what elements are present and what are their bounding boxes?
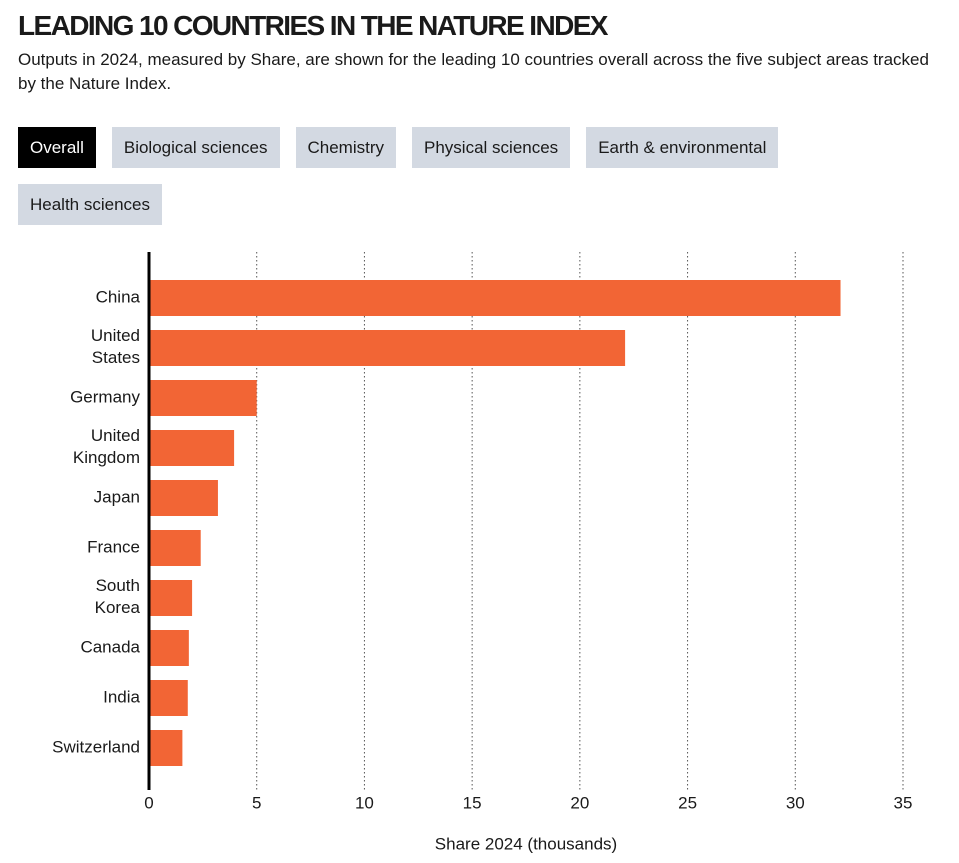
label-line: United xyxy=(91,426,140,445)
bar xyxy=(149,530,201,566)
tab-bar: Overall Biological sciences Chemistry Physi… xyxy=(18,127,918,225)
x-tick-label: 0 xyxy=(144,793,153,812)
x-tick-label: 30 xyxy=(786,793,805,812)
x-tick-label: 25 xyxy=(678,793,697,812)
tab[interactable]: Earth & environmental xyxy=(586,127,779,168)
y-tick-label: Germany xyxy=(70,387,140,406)
y-tick-label: Switzerland xyxy=(52,737,140,756)
subtitle: Outputs in 2024, measured by Share, are … xyxy=(18,50,929,93)
label-line: States xyxy=(92,348,140,367)
y-tick-label: United Kingdom xyxy=(73,426,140,467)
x-tick-label: 10 xyxy=(355,793,374,812)
bar xyxy=(149,330,626,366)
bar xyxy=(149,480,218,516)
tab[interactable]: Overall xyxy=(18,127,96,168)
tab[interactable]: Health sciences xyxy=(18,184,163,225)
label-line: Korea xyxy=(95,598,141,617)
bar xyxy=(149,380,257,416)
tab[interactable]: Physical sciences xyxy=(412,127,571,168)
bar xyxy=(149,630,189,666)
y-tick-label: South Korea xyxy=(95,576,141,617)
bar xyxy=(149,680,188,716)
x-tick-label: 5 xyxy=(252,793,261,812)
x-tick-label: 35 xyxy=(894,793,913,812)
bar xyxy=(149,580,193,616)
tab[interactable]: Chemistry xyxy=(295,127,397,168)
x-tick-label: 15 xyxy=(463,793,482,812)
x-axis-label: Share 2024 (thousands) xyxy=(435,834,617,853)
bar xyxy=(149,430,235,466)
y-tick-label: India xyxy=(103,687,140,706)
label-line: South xyxy=(96,576,140,595)
y-tick-label: Canada xyxy=(80,637,140,656)
y-tick-label: Japan xyxy=(94,487,140,506)
y-tick-label: United States xyxy=(91,326,140,367)
bar xyxy=(149,280,841,316)
y-tick-label: China xyxy=(96,287,141,306)
label-line: Kingdom xyxy=(73,448,140,467)
y-tick-label: France xyxy=(87,537,140,556)
title: LEADING 10 COUNTRIES IN THE NATURE INDEX xyxy=(18,10,608,41)
bar xyxy=(149,730,183,766)
x-tick-label: 20 xyxy=(570,793,589,812)
label-line: United xyxy=(91,326,140,345)
tab[interactable]: Biological sciences xyxy=(111,127,280,168)
